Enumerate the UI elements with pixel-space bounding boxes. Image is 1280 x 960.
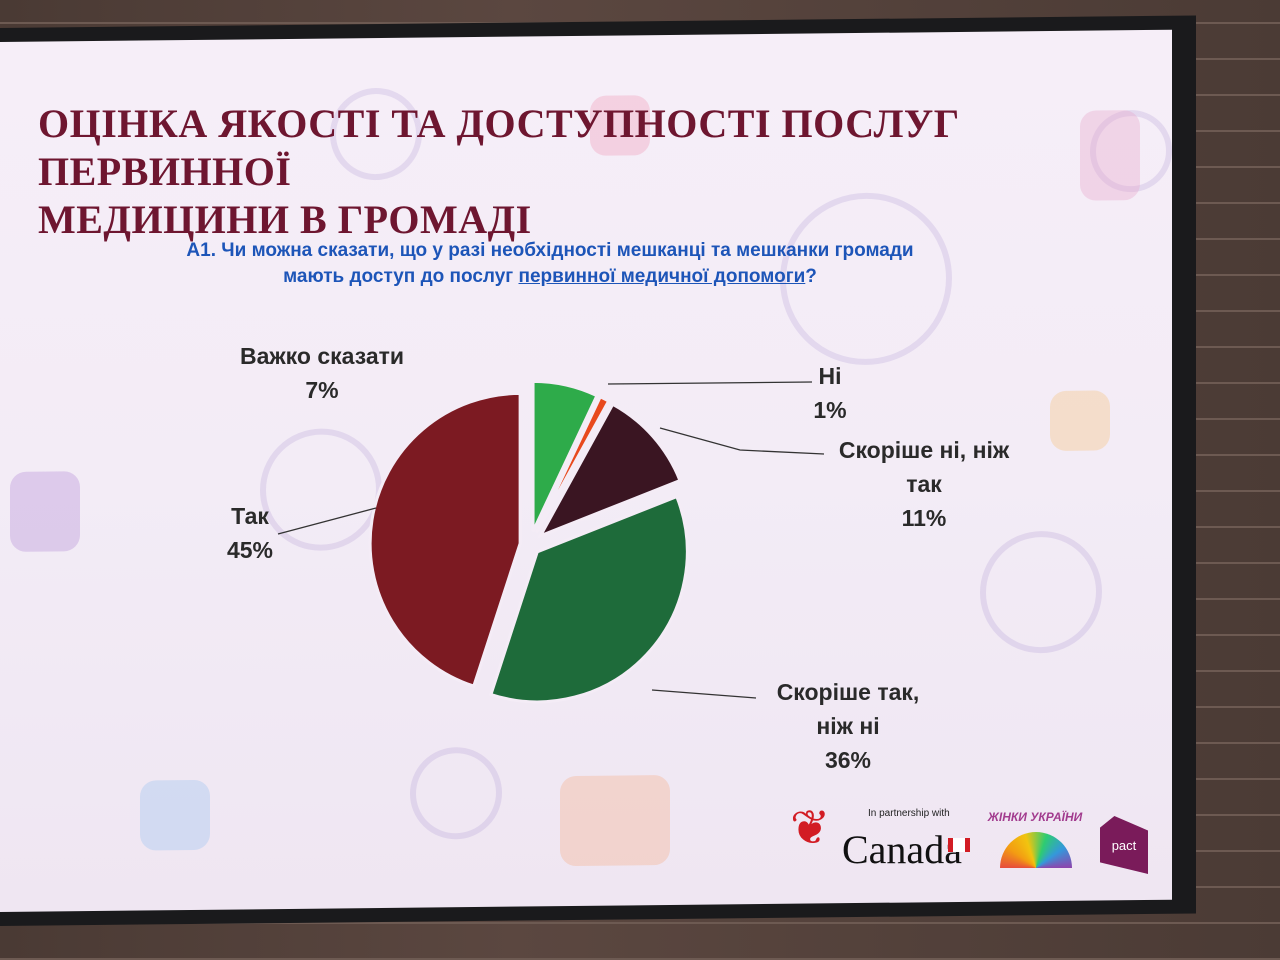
slide-title-line-1: ОЦІНКА ЯКОСТІ ТА ДОСТУПНОСТІ ПОСЛУГ ПЕРВ… xyxy=(38,101,960,194)
slice-category-label-3: так xyxy=(906,471,942,497)
women-ukraine-logo-text: ЖІНКИ УКРАЇНИ xyxy=(987,810,1083,824)
pie-slice-5 xyxy=(368,391,522,688)
pie-slice-3 xyxy=(537,402,682,539)
slice-category-label-5: Так xyxy=(231,503,269,529)
pie-leader-lines xyxy=(277,381,825,699)
pie-slice-2 xyxy=(534,394,611,534)
pie-slice-4 xyxy=(489,494,689,704)
question-line-2-prefix: мають доступ до послуг xyxy=(283,266,519,287)
canada-wordmark: Canada xyxy=(842,827,962,872)
slice-category-label-1: Важко сказати xyxy=(240,343,404,369)
partnership-text: In partnership with xyxy=(868,808,950,819)
pie-slice-1 xyxy=(531,379,599,532)
question-line-1: А1. Чи можна сказати, що у разі необхідн… xyxy=(186,240,914,261)
slice-category-label-3: Скоріше ні, ніж xyxy=(839,437,1010,463)
leader-line-2 xyxy=(607,381,813,385)
survey-question: А1. Чи можна сказати, що у разі необхідн… xyxy=(150,238,950,290)
slide-title: ОЦІНКА ЯКОСТІ ТА ДОСТУПНОСТІ ПОСЛУГ ПЕРВ… xyxy=(38,100,1118,244)
slice-value-label-1: 7% xyxy=(305,377,338,403)
slice-value-label-3: 11% xyxy=(902,505,947,531)
slice-category-label-4: ніж ні xyxy=(816,713,879,739)
pie-labels: Важко сказати 7% Ні 1% Скоріше ні, ніж так 11%… xyxy=(227,343,1010,773)
question-line-2: мають доступ до послуг первинної медично… xyxy=(150,264,950,290)
question-line-2-suffix: ? xyxy=(805,266,817,287)
slice-category-label-4: Скоріше так, xyxy=(777,679,920,705)
leader-line-3 xyxy=(659,427,825,455)
slice-category-label-2: Ні xyxy=(819,363,842,389)
question-underlined-phrase: первинної медичної допомоги xyxy=(518,266,806,287)
maple-leaf-icon: ❦ xyxy=(790,802,831,855)
leader-line-5 xyxy=(277,507,377,535)
slice-value-label-4: 36% xyxy=(825,747,871,773)
canada-flag-icon xyxy=(948,838,970,852)
slide-title-line-2: МЕДИЦИНИ В ГРОМАДІ xyxy=(38,197,532,242)
slice-value-label-2: 1% xyxy=(813,397,846,423)
pie-slices xyxy=(368,379,689,704)
leader-line-4 xyxy=(651,689,757,699)
slice-value-label-5: 45% xyxy=(227,537,273,563)
